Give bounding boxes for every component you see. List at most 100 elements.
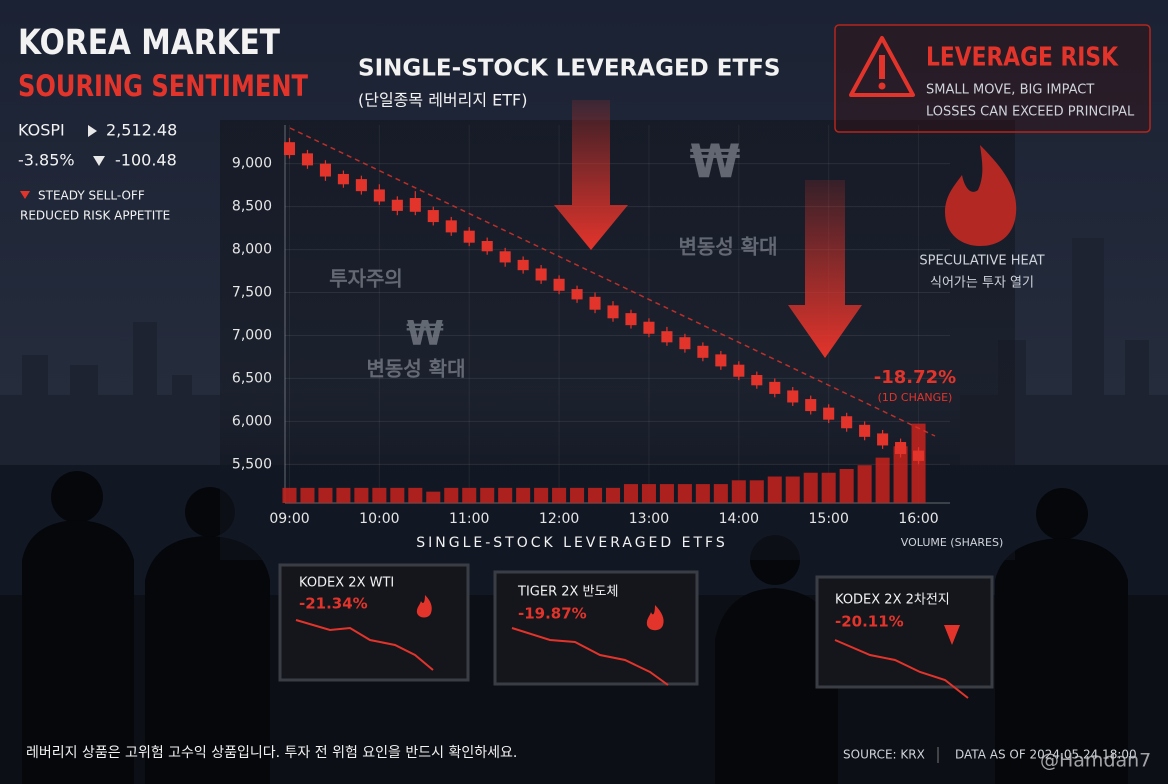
candle-body xyxy=(679,337,691,350)
candle-body xyxy=(859,424,871,437)
etf-card: KODEX 2X 2차전지 -20.11% xyxy=(815,575,994,699)
volume-bar xyxy=(749,480,764,503)
volume-bar xyxy=(588,487,603,503)
data-as-of: DATA AS OF 2024.05.24 18:00 xyxy=(955,748,1137,762)
risk-box xyxy=(834,24,1151,133)
down-arrow xyxy=(554,100,628,250)
candle-body xyxy=(643,321,655,334)
candle-body xyxy=(877,433,889,446)
volume-label: VOLUME (SHARES) xyxy=(901,536,1004,549)
watermark: ₩ xyxy=(690,135,741,189)
candle-body xyxy=(805,399,817,412)
candle-body xyxy=(499,251,511,263)
volume-bar xyxy=(857,465,872,503)
candle-body xyxy=(535,268,547,281)
x-tick-label: 09:00 xyxy=(269,511,309,527)
watermark: 변동성 확대 xyxy=(679,235,778,259)
volume-bar xyxy=(713,484,728,503)
candle-body xyxy=(895,442,907,455)
volume-bar xyxy=(767,476,782,503)
candle-body xyxy=(553,278,565,291)
warning-icon xyxy=(879,55,885,79)
y-tick-label: 7,500 xyxy=(232,285,272,301)
heat-label: SPECULATIVE HEAT xyxy=(919,254,1044,269)
y-tick-label: 7,000 xyxy=(232,327,272,343)
risk-line: LOSSES CAN EXCEED PRINCIPAL xyxy=(926,105,1135,120)
volume-bar xyxy=(731,480,746,503)
y-tick-label: 8,500 xyxy=(232,199,272,215)
down-icon xyxy=(20,191,30,199)
x-tick-label: 11:00 xyxy=(449,511,489,527)
candle-body xyxy=(301,153,314,166)
candle-body xyxy=(355,179,367,192)
x-tick-label: 14:00 xyxy=(719,511,759,527)
volume-bar xyxy=(695,484,710,503)
x-tick-label: 15:00 xyxy=(809,511,849,527)
candle-body xyxy=(607,305,619,319)
volume-bar xyxy=(444,487,459,503)
y-tick-label: 8,000 xyxy=(232,242,272,258)
handle: @Hamdan7 xyxy=(1040,750,1151,772)
plot: 5,500 6,000 6,500 7,000 7,500 8,000 8,500 9,000… xyxy=(232,125,950,527)
y-tick-label: 5,500 xyxy=(232,456,272,472)
candle-body xyxy=(733,364,745,377)
volume-bar xyxy=(516,487,531,503)
etf-card: TIGER 2X 반도체 -19.87% xyxy=(493,570,699,686)
candle-body xyxy=(841,416,853,429)
volume-bar xyxy=(893,446,908,503)
volume-bar xyxy=(641,484,656,503)
candle-body xyxy=(337,173,349,185)
candle-body xyxy=(751,374,763,386)
volume-bar xyxy=(785,476,800,503)
candle-body xyxy=(787,390,799,403)
candle-body xyxy=(463,230,475,243)
candle-body xyxy=(481,240,493,252)
volume-bar xyxy=(803,472,818,503)
volume-bar xyxy=(462,487,477,503)
candle-body xyxy=(697,345,709,358)
volume-bar xyxy=(875,457,890,503)
candle-body xyxy=(373,189,385,202)
change-subtext: (1D CHANGE) xyxy=(878,391,953,404)
watermark: 투자주의 xyxy=(329,267,403,291)
volume-bar xyxy=(408,487,423,503)
watermark: ₩ xyxy=(406,314,444,354)
change-annotation: -18.72% xyxy=(874,367,956,388)
volume-bar xyxy=(372,487,387,503)
volume-bar xyxy=(300,487,315,503)
warning-icon xyxy=(849,36,915,97)
volume-bar xyxy=(821,472,836,503)
candle-body xyxy=(427,210,439,223)
volume-bar xyxy=(354,487,369,503)
trend-line xyxy=(289,127,936,437)
index-name: KOSPI xyxy=(18,121,65,140)
disclaimer: 레버리지 상품은 고위험 고수익 상품입니다. 투자 전 위험 요인을 반드시 … xyxy=(26,745,517,761)
risk-title: LEVERAGE RISK xyxy=(926,43,1119,73)
arrow-icon xyxy=(88,125,97,137)
volume-bar xyxy=(570,487,585,503)
warning-icon xyxy=(878,82,886,90)
candle-body xyxy=(769,381,781,394)
flame-icon xyxy=(945,145,1017,246)
volume-bar xyxy=(336,487,351,503)
chart-subtitle: (단일종목 레버리지 ETF) xyxy=(358,91,528,110)
candle-body xyxy=(589,296,601,310)
index-change-pct: -3.85% xyxy=(18,151,75,170)
volume-bar xyxy=(659,484,674,503)
volume-bar xyxy=(318,487,333,503)
card-change: -20.11% xyxy=(835,613,904,631)
candle-body xyxy=(391,199,403,211)
card-change: -19.87% xyxy=(518,605,587,623)
card-change: -21.34% xyxy=(299,595,368,613)
down-arrow xyxy=(788,180,862,358)
note: REDUCED RISK APPETITE xyxy=(20,209,170,223)
card-name: KODEX 2X 2차전지 xyxy=(835,593,950,608)
note: STEADY SELL-OFF xyxy=(38,189,145,203)
source: SOURCE: KRX xyxy=(843,748,925,762)
x-tick-label: 10:00 xyxy=(359,511,399,527)
volume-bar xyxy=(480,487,495,503)
y-tick-label: 6,500 xyxy=(232,370,272,386)
volume-bar xyxy=(552,487,567,503)
volume-bar xyxy=(839,468,854,503)
